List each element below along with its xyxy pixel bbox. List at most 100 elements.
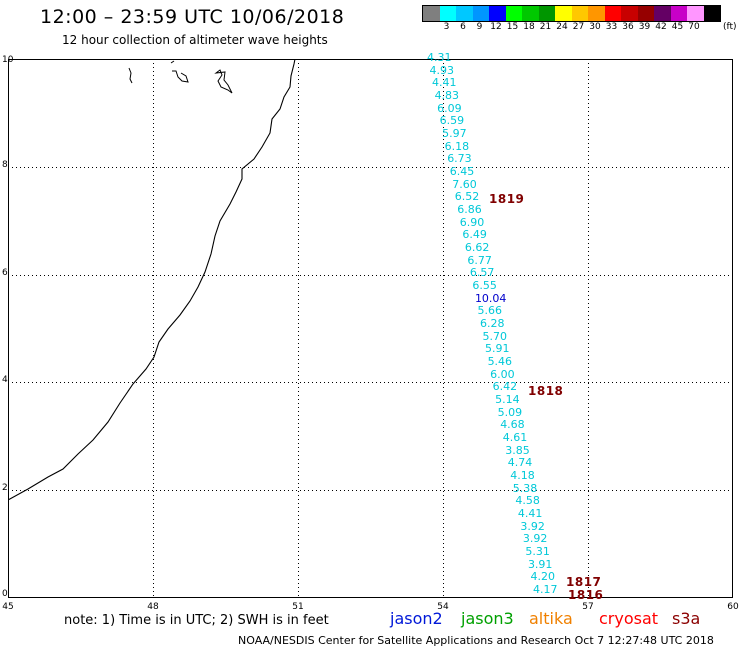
wave-height-value: 6.62 bbox=[464, 241, 490, 254]
color-swatch bbox=[505, 6, 522, 21]
page-title: 12:00 – 23:59 UTC 10/06/2018 bbox=[40, 6, 345, 28]
plot-frame bbox=[8, 59, 733, 598]
y-tick-label: 2 bbox=[2, 483, 8, 494]
color-swatch bbox=[522, 6, 539, 21]
wave-height-value: 4.68 bbox=[500, 418, 525, 432]
legend-cryosat: cryosat bbox=[599, 609, 659, 628]
color-scale-label: 18 bbox=[523, 22, 535, 32]
wave-height-value: 5.14 bbox=[495, 393, 520, 406]
color-swatch bbox=[571, 6, 588, 21]
legend-s3a: s3a bbox=[672, 609, 701, 628]
color-scale-label: 27 bbox=[572, 22, 585, 32]
time-label: 1816 bbox=[568, 588, 604, 602]
y-tick-label: 8 bbox=[2, 159, 8, 170]
wave-height-value: 6.45 bbox=[449, 165, 475, 178]
wave-height-value: 4.18 bbox=[510, 469, 535, 482]
color-swatch bbox=[703, 6, 720, 21]
page-subtitle: 12 hour collection of altimeter wave hei… bbox=[62, 33, 328, 47]
color-scale-bar bbox=[422, 5, 721, 22]
x-tick-label: 51 bbox=[292, 602, 304, 612]
wave-height-value: 4.61 bbox=[502, 431, 528, 444]
color-scale-label: 9 bbox=[476, 22, 483, 32]
x-tick-label: 57 bbox=[582, 602, 594, 612]
island bbox=[170, 60, 189, 83]
color-scale-label: 30 bbox=[589, 22, 601, 32]
color-swatch bbox=[423, 6, 440, 21]
wave-height-value: 5.46 bbox=[487, 355, 513, 368]
wave-height-value: 6.09 bbox=[437, 101, 462, 115]
color-scale-label: 12 bbox=[490, 22, 502, 32]
color-swatch bbox=[439, 6, 456, 21]
wave-height-value: 4.93 bbox=[429, 63, 455, 77]
wave-height-value: 4.20 bbox=[530, 570, 555, 584]
x-tick-label: 54 bbox=[437, 602, 449, 612]
wave-height-value: 10.04 bbox=[474, 291, 507, 305]
color-swatch bbox=[637, 6, 654, 21]
wave-height-value: 5.91 bbox=[485, 342, 510, 356]
y-tick-label: 6 bbox=[2, 267, 8, 278]
color-swatch bbox=[538, 6, 555, 21]
color-swatch bbox=[555, 6, 572, 21]
x-tick-label: 48 bbox=[147, 602, 159, 612]
wave-height-value: 4.41 bbox=[432, 76, 457, 90]
y-tick-label: 4 bbox=[2, 375, 8, 386]
graticule bbox=[8, 59, 733, 598]
color-swatch bbox=[588, 6, 605, 21]
coastline bbox=[8, 59, 296, 501]
color-scale-label: 42 bbox=[655, 22, 667, 32]
color-swatch bbox=[687, 6, 704, 21]
wave-height-value: 4.41 bbox=[517, 507, 543, 520]
wave-height-value: 6.57 bbox=[469, 266, 495, 280]
y-tick-label: 10 bbox=[2, 55, 14, 65]
color-scale-unit: (ft) bbox=[723, 22, 737, 32]
wave-height-value: 6.18 bbox=[444, 139, 470, 153]
wave-height-value: 6.59 bbox=[439, 114, 465, 128]
wave-height-value: 4.31 bbox=[427, 51, 452, 64]
wave-height-value: 5.31 bbox=[525, 545, 550, 558]
wave-height-value: 6.42 bbox=[492, 380, 518, 394]
color-scale-label: 6 bbox=[460, 22, 466, 32]
wave-height-value: 5.09 bbox=[497, 405, 523, 419]
color-scale-label: 21 bbox=[539, 22, 552, 32]
time-label: 1818 bbox=[528, 384, 564, 398]
wave-height-value: 3.92 bbox=[522, 532, 548, 546]
wave-height-value: 5.97 bbox=[442, 127, 467, 140]
wave-height-value: 6.86 bbox=[457, 203, 482, 216]
color-scale-label: 15 bbox=[506, 22, 519, 32]
color-swatch bbox=[489, 6, 506, 21]
color-scale-label: 70 bbox=[688, 22, 700, 32]
wave-height-value: 6.00 bbox=[490, 367, 515, 381]
x-tick-label: 45 bbox=[2, 602, 14, 612]
wave-height-value: 5.66 bbox=[477, 304, 502, 318]
wave-height-value: 4.17 bbox=[533, 583, 558, 596]
y-tick-label: 0 bbox=[2, 589, 8, 599]
color-scale-label: 45 bbox=[671, 22, 684, 32]
wave-height-value: 6.55 bbox=[472, 279, 497, 292]
wave-height-value: 4.74 bbox=[507, 456, 533, 470]
color-scale-label: 36 bbox=[622, 22, 634, 32]
wave-height-value: 5.38 bbox=[512, 481, 538, 495]
footer-note: note: 1) Time is in UTC; 2) SWH is in fe… bbox=[64, 613, 329, 628]
wave-height-value: 6.52 bbox=[454, 190, 480, 204]
wave-height-value: 5.70 bbox=[482, 329, 508, 343]
wave-height-value: 6.28 bbox=[480, 317, 505, 330]
credit-line: NOAA/NESDIS Center for Satellite Applica… bbox=[238, 634, 714, 647]
wave-height-value: 3.85 bbox=[505, 443, 530, 457]
legend-altika: altika bbox=[529, 609, 573, 628]
wave-height-value: 3.91 bbox=[527, 557, 553, 571]
wave-height-value: 4.83 bbox=[434, 89, 460, 102]
x-tick-label: 60 bbox=[727, 602, 739, 612]
map-plot-area bbox=[8, 59, 733, 598]
color-scale-label: 39 bbox=[638, 22, 651, 32]
color-swatch bbox=[621, 6, 638, 21]
color-scale-label: 3 bbox=[443, 22, 450, 32]
color-swatch bbox=[472, 6, 489, 21]
wave-height-value: 6.90 bbox=[459, 215, 485, 229]
wave-height-value: 3.92 bbox=[520, 519, 545, 533]
color-swatch bbox=[456, 6, 473, 21]
time-label: 1817 bbox=[566, 575, 602, 589]
color-swatch bbox=[604, 6, 621, 21]
wave-height-value: 7.60 bbox=[452, 177, 477, 191]
color-scale-label: 33 bbox=[605, 22, 618, 32]
time-label: 1819 bbox=[489, 192, 525, 206]
